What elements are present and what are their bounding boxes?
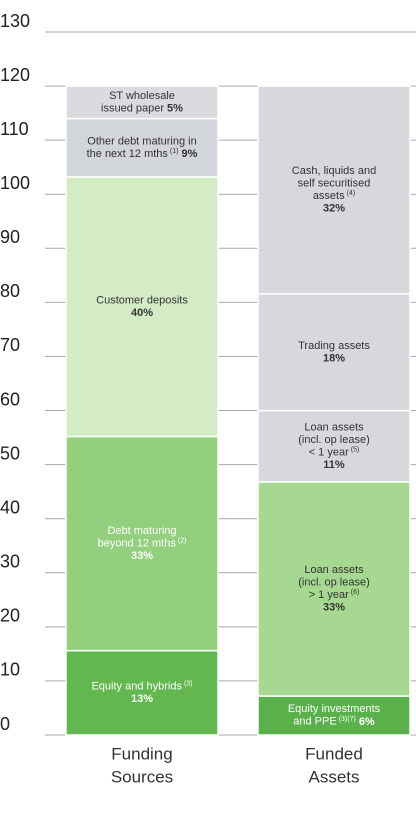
segment-label: Trading assets bbox=[298, 340, 370, 352]
y-tick-label: 110 bbox=[0, 119, 29, 139]
x-tick-label: Funded bbox=[305, 744, 363, 763]
y-tick-label: 30 bbox=[0, 552, 20, 572]
y-tick-label: 10 bbox=[0, 660, 20, 680]
segment-label: Cash, liquids and bbox=[292, 165, 376, 177]
segment-label: Loan assets bbox=[304, 421, 364, 433]
x-tick-label: Sources bbox=[111, 767, 173, 786]
y-tick-label: 130 bbox=[0, 11, 30, 31]
bar-segment bbox=[257, 481, 411, 697]
superscript: (1) bbox=[170, 148, 179, 155]
segment-share: 18% bbox=[323, 352, 345, 364]
segment-share: 33% bbox=[323, 602, 345, 614]
x-tick-label: Assets bbox=[308, 767, 359, 786]
segment-label: ST wholesale bbox=[109, 90, 175, 102]
bar-segment bbox=[65, 85, 219, 120]
segment-label: and PPE (3)(7) 6% bbox=[293, 716, 375, 728]
bar-segment bbox=[257, 292, 411, 412]
bar-segment bbox=[65, 435, 219, 652]
segment-label: Equity and hybrids (3) bbox=[91, 680, 192, 692]
segment-label: Debt maturing bbox=[107, 525, 176, 537]
superscript: (4) bbox=[347, 190, 356, 197]
segment-label: issued paper 5% bbox=[101, 102, 183, 114]
segment-share: 6% bbox=[359, 716, 375, 728]
bar-segment bbox=[257, 409, 411, 483]
segment-share: 13% bbox=[131, 693, 153, 705]
segment-share: 5% bbox=[167, 102, 183, 114]
y-tick-label: 90 bbox=[0, 227, 20, 247]
y-tick-label: 120 bbox=[0, 65, 30, 85]
segment-label: (incl. op lease) bbox=[298, 577, 370, 589]
segment-share: 9% bbox=[181, 148, 197, 160]
segment-label: Equity investments bbox=[288, 703, 381, 715]
y-tick-label: 50 bbox=[0, 443, 20, 463]
segment-label: Other debt maturing in bbox=[87, 135, 196, 147]
superscript: (5) bbox=[351, 446, 360, 453]
segment-share: 32% bbox=[323, 203, 345, 215]
segment-share: 11% bbox=[323, 459, 345, 471]
bar-segment bbox=[65, 117, 219, 178]
y-tick-label: 80 bbox=[0, 281, 20, 301]
y-tick-label: 70 bbox=[0, 335, 20, 355]
segment-label: self securitised bbox=[298, 178, 371, 190]
segment-share: 40% bbox=[131, 307, 153, 319]
superscript: (2) bbox=[178, 537, 187, 544]
superscript: (3)(7) bbox=[339, 716, 356, 723]
segment-label: beyond 12 mths (2) bbox=[98, 537, 187, 549]
bar-segment bbox=[257, 85, 411, 295]
y-tick-label: 20 bbox=[0, 606, 20, 626]
y-tick-label: 60 bbox=[0, 389, 20, 409]
x-tick-label: Funding bbox=[111, 744, 172, 763]
superscript: (6) bbox=[351, 589, 360, 596]
segment-share: 33% bbox=[131, 550, 153, 562]
segment-label: the next 12 mths (1) 9% bbox=[87, 148, 198, 160]
segment-label: assets (4) bbox=[313, 190, 355, 202]
y-tick-label: 0 bbox=[0, 714, 10, 734]
y-tick-label: 40 bbox=[0, 497, 20, 517]
segment-label: < 1 year (5) bbox=[309, 446, 360, 458]
bar-segment bbox=[257, 695, 411, 736]
segment-label: Customer deposits bbox=[96, 294, 188, 306]
bar-segment bbox=[65, 649, 219, 736]
segment-label: Loan assets bbox=[304, 564, 364, 576]
segment-label: (incl. op lease) bbox=[298, 434, 370, 446]
superscript: (3) bbox=[184, 680, 193, 687]
bar-segment bbox=[65, 176, 219, 438]
segment-label: > 1 year (6) bbox=[309, 589, 360, 601]
y-tick-label: 100 bbox=[0, 173, 30, 193]
